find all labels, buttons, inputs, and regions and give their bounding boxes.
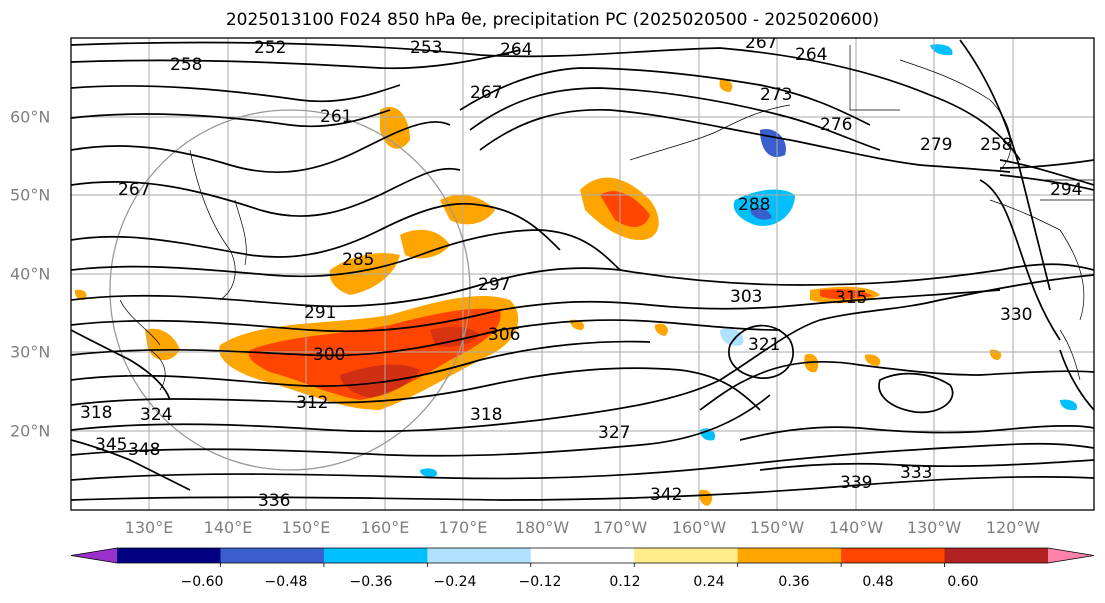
colorbar-extend-low [71, 548, 117, 563]
colorbar-segment [530, 548, 635, 563]
lon-label: 150°E [281, 518, 331, 537]
colorbar-segment [737, 548, 842, 563]
contour-label: 300 [313, 345, 345, 365]
lon-label: 140°E [203, 518, 253, 537]
colorbar-tick-label: 0.24 [693, 574, 725, 590]
colorbar-tick-label: 0.60 [947, 574, 979, 590]
colorbar-tick-label: −0.48 [264, 574, 308, 590]
lat-label: 60°N [10, 107, 51, 127]
colorbar-tick-label: −0.36 [349, 574, 393, 590]
lat-label: 50°N [10, 185, 51, 205]
colorbar-segment [427, 548, 532, 563]
contour-label: 258 [980, 135, 1012, 155]
colorbar-segment [634, 548, 739, 563]
lon-label: 150°W [749, 518, 805, 537]
contour-label: 315 [835, 288, 867, 308]
contour-label: 342 [650, 485, 682, 505]
contour-label: 267 [745, 33, 777, 53]
contour-label: 339 [840, 473, 872, 493]
contour-label: 321 [748, 335, 780, 355]
contour-label: 288 [738, 195, 770, 215]
lon-label: 180°W [514, 518, 570, 537]
contour-label: 261 [320, 107, 352, 127]
contour-label: 327 [598, 423, 630, 443]
colorbar-tick-label: −0.12 [518, 574, 562, 590]
colorbar-extend-high [1048, 548, 1094, 563]
lon-label: 160°W [671, 518, 727, 537]
contour-label: 294 [1050, 180, 1082, 200]
contour-label: 267 [118, 180, 150, 200]
contour-label: 285 [342, 250, 374, 270]
contour-label: 318 [80, 403, 112, 423]
contour-label: 330 [1000, 305, 1032, 325]
colorbar-outline [70, 547, 1095, 564]
colorbar-segment [220, 548, 325, 563]
lon-label: 160°E [360, 518, 410, 537]
graticule [71, 38, 1094, 510]
colorbar-segment [117, 548, 221, 563]
contour-label: 258 [170, 55, 202, 75]
range-circle [109, 109, 471, 471]
contour-label: 345 [95, 435, 127, 455]
contour-label: 253 [410, 38, 442, 58]
contour-label: 291 [304, 303, 336, 323]
contour-label: 336 [258, 491, 290, 511]
colorbar-segment [841, 548, 946, 563]
lon-label: 130°E [124, 518, 174, 537]
contour-label: 264 [795, 45, 827, 65]
lon-label: 130°W [906, 518, 962, 537]
map-title: 2025013100 F024 850 hPa θe, precipitatio… [225, 10, 880, 30]
colorbar-tick-label: 0.12 [609, 574, 641, 590]
contour-label: 252 [254, 38, 286, 58]
contour-labels: 252 258 253 264 267 264 267 261 273 276 … [80, 33, 1082, 511]
contour-label: 297 [478, 275, 510, 295]
contour-label: 306 [488, 325, 520, 345]
contour-label: 348 [128, 440, 160, 460]
contour-label: 279 [920, 135, 952, 155]
lat-label: 30°N [10, 342, 51, 362]
colorbar-segment [944, 548, 1049, 563]
lon-label: 140°W [828, 518, 884, 537]
contour-label: 318 [470, 405, 502, 425]
colorbar [70, 547, 1095, 567]
lon-label: 170°E [438, 518, 488, 537]
colorbar-segment [323, 548, 428, 563]
lon-label: 170°W [592, 518, 648, 537]
contour-label: 333 [900, 463, 932, 483]
contour-label: 273 [760, 85, 792, 105]
lon-label: 120°W [985, 518, 1041, 537]
contour-label: 324 [140, 405, 172, 425]
lat-label: 20°N [10, 421, 51, 441]
contour-label: 264 [500, 40, 532, 60]
contour-label: 312 [296, 393, 328, 413]
colorbar-tick-label: 0.48 [862, 574, 894, 590]
contour-label: 276 [820, 115, 852, 135]
lat-label: 40°N [10, 264, 51, 284]
colorbar-tick-label: −0.24 [433, 574, 477, 590]
contour-label: 267 [470, 83, 502, 103]
contour-label: 303 [730, 287, 762, 307]
theta-e-contours [71, 39, 1094, 501]
colorbar-tick-label: −0.60 [180, 574, 224, 590]
colorbar-tick-label: 0.36 [778, 574, 810, 590]
map-frame [70, 37, 1095, 511]
